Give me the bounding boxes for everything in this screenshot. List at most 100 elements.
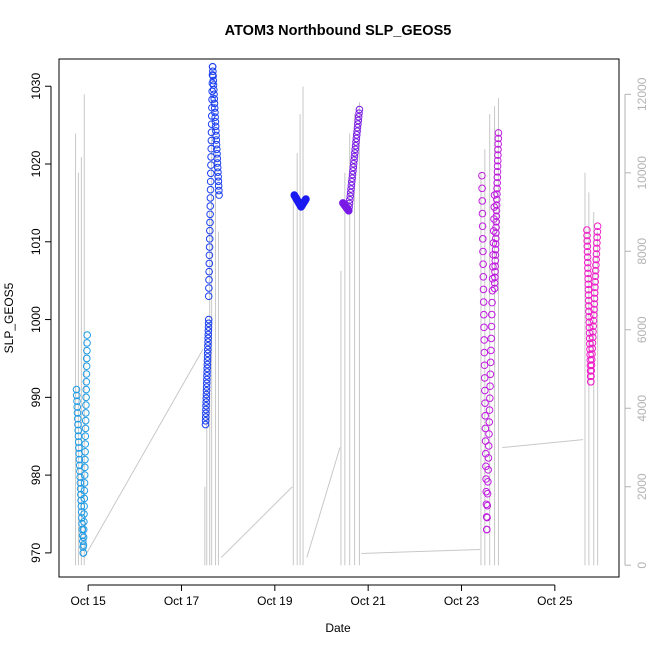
data-point (211, 122, 220, 131)
data-point (206, 202, 215, 210)
data-point (490, 284, 499, 293)
data-point (583, 247, 592, 256)
data-point (213, 163, 222, 172)
data-point (478, 222, 487, 231)
data-point (203, 345, 212, 354)
data-point (354, 116, 363, 125)
data-point (75, 455, 84, 464)
data-point (350, 152, 359, 161)
data-point (592, 261, 600, 269)
y-tick-label: 970 (29, 543, 43, 563)
data-point (481, 449, 490, 458)
altitude-connector (361, 549, 480, 554)
data-point (72, 385, 81, 394)
x-tick-label: Oct 17 (164, 594, 200, 608)
data-point (491, 273, 499, 282)
data-point (583, 242, 592, 251)
data-point (203, 360, 212, 369)
data-point (491, 240, 500, 248)
data-point (591, 277, 599, 286)
data-point (494, 151, 502, 159)
data-point (592, 250, 601, 258)
data-point (206, 185, 215, 194)
data-point (202, 383, 211, 391)
data-point (490, 279, 499, 287)
data-point (349, 163, 358, 172)
data-point (585, 312, 593, 321)
data-point (346, 196, 354, 204)
data-point (351, 149, 359, 157)
data-point (83, 339, 91, 347)
data-point (205, 235, 214, 243)
data-point (479, 298, 488, 306)
data-point (210, 99, 219, 108)
data-point (215, 191, 223, 199)
data-point (486, 394, 494, 402)
data-point (212, 140, 221, 149)
data-point (76, 467, 84, 476)
data-point (209, 72, 217, 80)
data-point (480, 310, 488, 319)
data-point (486, 370, 495, 379)
y2-tick-label: 8000 (635, 238, 649, 265)
data-point (584, 269, 592, 278)
data-point (482, 500, 491, 509)
data-point (492, 234, 500, 243)
data-point (76, 473, 84, 481)
data-point (79, 549, 88, 557)
data-point (210, 90, 218, 99)
data-point (212, 136, 221, 144)
data-point (354, 112, 363, 121)
data-point (584, 264, 592, 272)
data-point (302, 195, 310, 203)
data-point (203, 368, 211, 376)
data-point (485, 430, 493, 438)
data-point (492, 223, 500, 232)
data-point (587, 355, 596, 364)
data-point (583, 253, 592, 261)
data-point (214, 172, 222, 181)
data-point (202, 394, 211, 403)
data-point (484, 442, 493, 450)
data-point (211, 108, 219, 117)
data-point (82, 370, 91, 378)
data-point (492, 212, 501, 221)
data-point (205, 284, 213, 292)
x-tick-label: Oct 19 (257, 594, 293, 608)
data-point (202, 402, 210, 410)
y-tick-label: 990 (29, 387, 43, 407)
data-point (354, 120, 362, 128)
y2-tick-label: 0 (635, 562, 649, 569)
data-point (593, 227, 602, 236)
data-point (204, 323, 213, 331)
data-point (77, 502, 86, 511)
data-point (202, 379, 211, 388)
data-point (486, 358, 495, 367)
data-point (492, 195, 501, 204)
data-point (81, 432, 90, 441)
x-tick-label: Oct 15 (70, 594, 106, 608)
data-point (352, 134, 361, 143)
data-point (349, 167, 357, 175)
data-point (201, 413, 210, 421)
data-point (355, 109, 363, 117)
data-point (345, 203, 353, 211)
data-point (203, 372, 211, 380)
data-point (583, 226, 591, 234)
data-point (493, 179, 501, 187)
data-point (208, 62, 217, 71)
data-point (73, 403, 82, 411)
data-point (206, 194, 215, 202)
data-point (83, 346, 91, 355)
plot-area (72, 62, 602, 566)
data-point (481, 412, 490, 420)
data-point (483, 513, 491, 522)
data-point (80, 510, 88, 518)
data-point (480, 348, 489, 357)
data-point (345, 199, 354, 208)
data-point (202, 398, 210, 406)
data-point (204, 342, 212, 350)
data-point (587, 377, 595, 386)
data-point (204, 334, 212, 343)
data-point (212, 145, 221, 154)
